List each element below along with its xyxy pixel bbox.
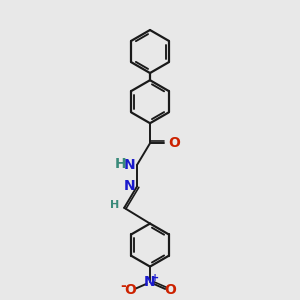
Text: -: - — [121, 278, 126, 292]
Text: O: O — [164, 284, 176, 297]
Text: H: H — [110, 200, 119, 210]
Text: N: N — [124, 179, 136, 193]
Text: N: N — [124, 158, 136, 172]
Text: O: O — [124, 284, 136, 297]
Text: H: H — [115, 157, 126, 171]
Text: +: + — [151, 273, 159, 283]
Text: N: N — [144, 275, 156, 290]
Text: O: O — [168, 136, 180, 150]
